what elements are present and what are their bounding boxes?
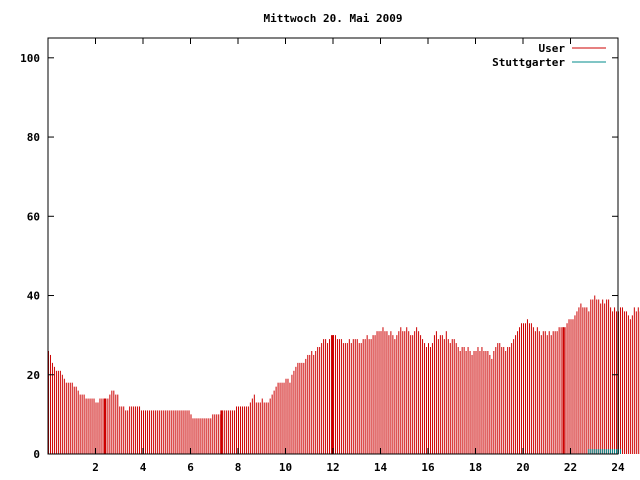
x-tick-label: 6 (187, 461, 194, 474)
legend-label-user: User (539, 42, 566, 55)
x-tick-label: 12 (326, 461, 339, 474)
chart-title: Mittwoch 20. Mai 2009 (263, 12, 402, 25)
x-tick-label: 14 (374, 461, 388, 474)
y-tick-label: 80 (27, 131, 40, 144)
x-tick-label: 2 (92, 461, 99, 474)
y-axis: 0 20 40 60 80 100 (20, 52, 618, 461)
legend: User Stuttgarter (492, 42, 606, 69)
plot-series-2 (588, 449, 621, 454)
plot-bars (48, 295, 640, 454)
x-tick-label: 24 (611, 461, 625, 474)
x-tick-label: 16 (421, 461, 435, 474)
x-axis: 2 4 6 8 10 12 14 16 18 20 22 24 (92, 38, 625, 474)
y-tick-label: 100 (20, 52, 40, 65)
x-tick-label: 22 (564, 461, 577, 474)
y-tick-label: 0 (33, 448, 40, 461)
y-tick-label: 40 (27, 290, 40, 303)
y-tick-label: 60 (27, 210, 40, 223)
x-tick-label: 20 (516, 461, 529, 474)
x-tick-label: 8 (235, 461, 242, 474)
x-tick-label: 18 (469, 461, 482, 474)
y-tick-label: 20 (27, 369, 40, 382)
x-tick-label: 10 (279, 461, 292, 474)
x-tick-label: 4 (140, 461, 147, 474)
legend-label-stuttgarter: Stuttgarter (492, 56, 565, 69)
